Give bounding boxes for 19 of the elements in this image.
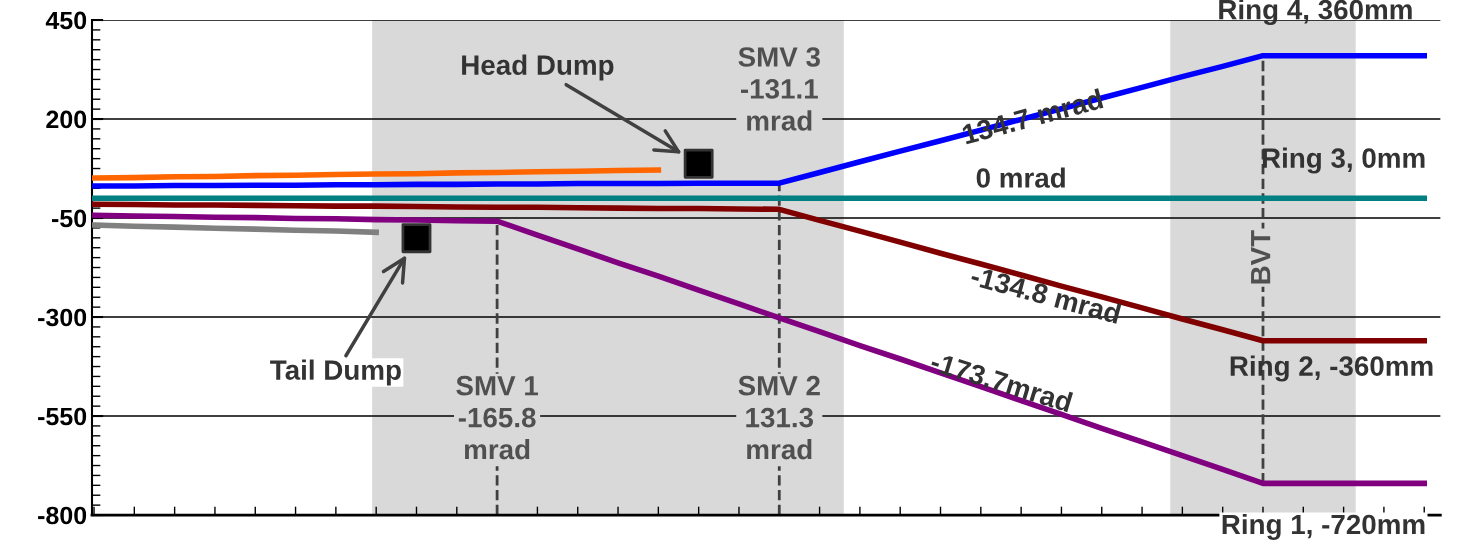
annotation: Head Dump [462,54,614,81]
annotation: Ring 2, -360mm [1230,355,1433,382]
annotation: 134.7 mrad [961,88,1104,145]
y-tick-label: 450 [45,11,87,30]
annotation: SMV 1 -165.8 mrad [456,375,539,460]
annotation: BVT [1251,230,1271,284]
annotation: Tail Dump [270,359,401,386]
y-tick-label: -300 [38,308,87,327]
y-tick-label: -50 [51,209,87,228]
y-tick-label: -550 [38,407,87,426]
annotation: Ring 4, 360mm [1219,0,1412,26]
annotation: 0 mrad [976,167,1065,188]
annotation: SMV 2 131.3 mrad [738,375,820,460]
y-tick-label: 200 [46,110,87,129]
annotation: Ring 3, 0mm [1262,147,1425,174]
annotation: Ring 1, -720mm [1222,513,1425,540]
annotation: SMV 3 -131.1 mrad [738,47,820,131]
annotation: -134.8 mrad [969,265,1122,324]
y-tick-label: -800 [38,506,87,525]
